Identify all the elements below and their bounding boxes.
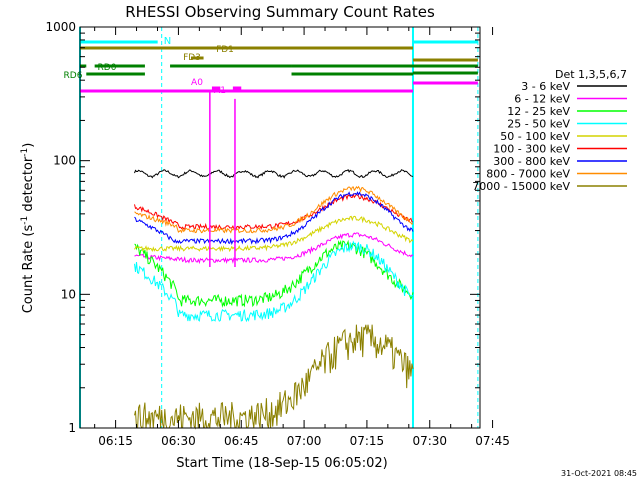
plot-frame	[79, 26, 481, 429]
legend-label-8: 7000 - 15000 keV	[472, 180, 570, 193]
legend-label-2: 12 - 25 keV	[507, 105, 570, 118]
plot-area: N FD1 FD3 RD0 RD6 A0 A1 1 10 100 1000 06:15 06:30 06:…	[45, 20, 509, 448]
y-axis-label-exponent-1: -1	[20, 216, 30, 225]
series-line-8	[134, 324, 414, 430]
legend-label-3: 25 - 50 keV	[507, 118, 570, 131]
flag-label-rd0: RD0	[98, 63, 117, 73]
series-line-1	[134, 232, 414, 265]
x-tick-label-0: 06:15	[98, 434, 133, 448]
series-line-5	[134, 192, 414, 231]
legend-label-6: 300 - 800 keV	[493, 155, 570, 168]
x-tick-label-5: 07:30	[412, 434, 447, 448]
x-axis-label: Start Time (18-Sep-15 06:05:02)	[176, 456, 387, 471]
y-tick-label-3: 1000	[45, 20, 76, 34]
flag-label-rd6: RD6	[64, 71, 83, 81]
series-line-6	[134, 191, 414, 246]
legend-label-7: 800 - 7000 keV	[486, 168, 570, 181]
series-line-4	[134, 215, 414, 253]
series-line-2	[134, 239, 414, 308]
legend-label-1: 6 - 12 keV	[514, 93, 570, 106]
legend-label-0: 3 - 6 keV	[521, 80, 570, 93]
x-tick-label-3: 07:00	[287, 434, 322, 448]
x-tick-label-2: 06:45	[224, 434, 259, 448]
series-line-0	[134, 169, 414, 179]
series-line-7	[134, 185, 414, 234]
x-tick-label-4: 07:15	[350, 434, 385, 448]
y-axis-label-exponent-2: -1	[20, 148, 30, 157]
timestamp: 31-Oct-2021 08:45	[561, 469, 637, 478]
y-tick-label-0: 1	[68, 421, 76, 435]
night-label: N	[164, 36, 171, 47]
flag-label-fd1: FD1	[216, 45, 234, 55]
series-line-3	[134, 240, 414, 323]
chart-title: RHESSI Observing Summary Count Rates	[125, 3, 435, 21]
y-axis-label: Count Rate (s-1 detector-1)	[20, 143, 36, 314]
legend-label-5: 100 - 300 keV	[493, 143, 570, 156]
y-tick-label-1: 10	[61, 287, 76, 301]
flag-label-a0: A0	[191, 78, 203, 88]
x-tick-label-1: 06:30	[161, 434, 196, 448]
flag-label-a1: A1	[214, 86, 226, 96]
legend-title: Det 1,3,5,6,7	[555, 68, 627, 81]
y-tick-label-2: 100	[53, 154, 76, 168]
legend-label-4: 50 - 100 keV	[500, 130, 570, 143]
flag-label-fd3: FD3	[183, 53, 201, 63]
x-tick-label-6: 07:45	[475, 434, 510, 448]
